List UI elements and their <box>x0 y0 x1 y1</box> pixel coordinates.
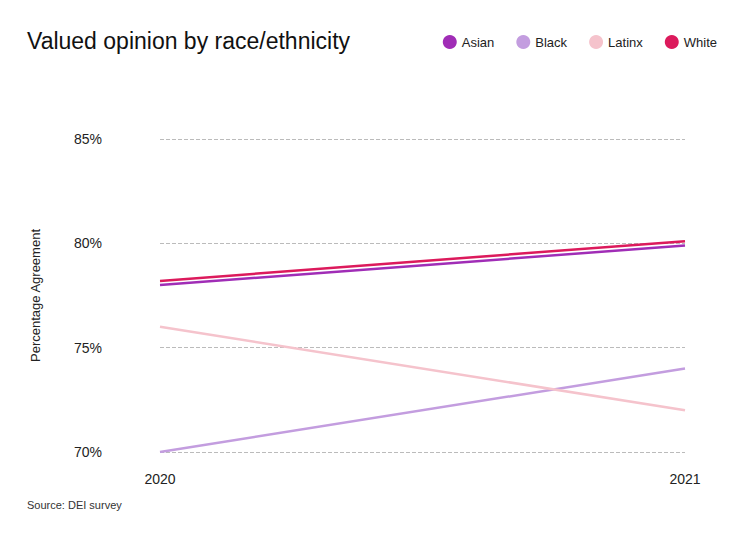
svg-text:70%: 70% <box>74 444 102 460</box>
svg-text:75%: 75% <box>74 340 102 356</box>
svg-text:Black: Black <box>535 35 567 50</box>
svg-text:2021: 2021 <box>669 471 700 487</box>
svg-text:Percentage Agreement: Percentage Agreement <box>28 229 43 362</box>
svg-text:2020: 2020 <box>144 471 175 487</box>
svg-text:White: White <box>684 35 717 50</box>
svg-text:Valued opinion by race/ethnici: Valued opinion by race/ethnicity <box>27 28 351 54</box>
svg-text:Latinx: Latinx <box>608 35 643 50</box>
svg-text:80%: 80% <box>74 235 102 251</box>
svg-text:85%: 85% <box>74 131 102 147</box>
svg-text:Asian: Asian <box>462 35 495 50</box>
svg-text:Source: DEI survey: Source: DEI survey <box>27 499 122 511</box>
